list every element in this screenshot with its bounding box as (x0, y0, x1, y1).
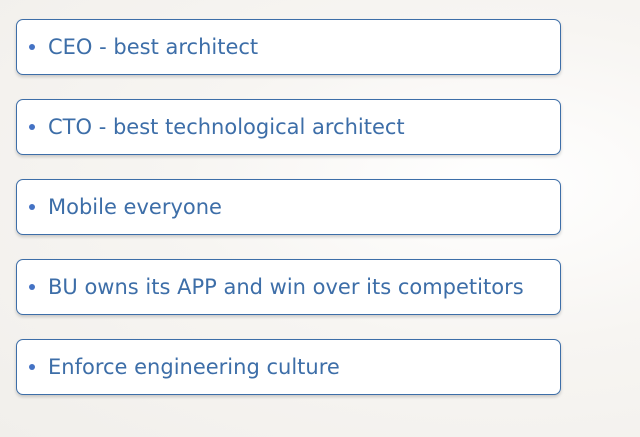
list-item-label: Enforce engineering culture (48, 354, 340, 379)
list-item-cto: CTO - best technological architect (16, 99, 561, 155)
bullet-icon (29, 44, 35, 50)
bullet-icon (29, 204, 35, 210)
list-item-label: Mobile everyone (48, 194, 222, 219)
bullet-list: CEO - best architect CTO - best technolo… (16, 19, 561, 395)
list-item-label: CTO - best technological architect (48, 114, 405, 139)
bullet-icon (29, 364, 35, 370)
list-item-bu-app: BU owns its APP and win over its competi… (16, 259, 561, 315)
list-item-mobile: Mobile everyone (16, 179, 561, 235)
list-item-engineering-culture: Enforce engineering culture (16, 339, 561, 395)
bullet-icon (29, 284, 35, 290)
list-item-label: BU owns its APP and win over its competi… (48, 274, 524, 299)
list-item-label: CEO - best architect (48, 34, 259, 59)
list-item-ceo: CEO - best architect (16, 19, 561, 75)
bullet-icon (29, 124, 35, 130)
